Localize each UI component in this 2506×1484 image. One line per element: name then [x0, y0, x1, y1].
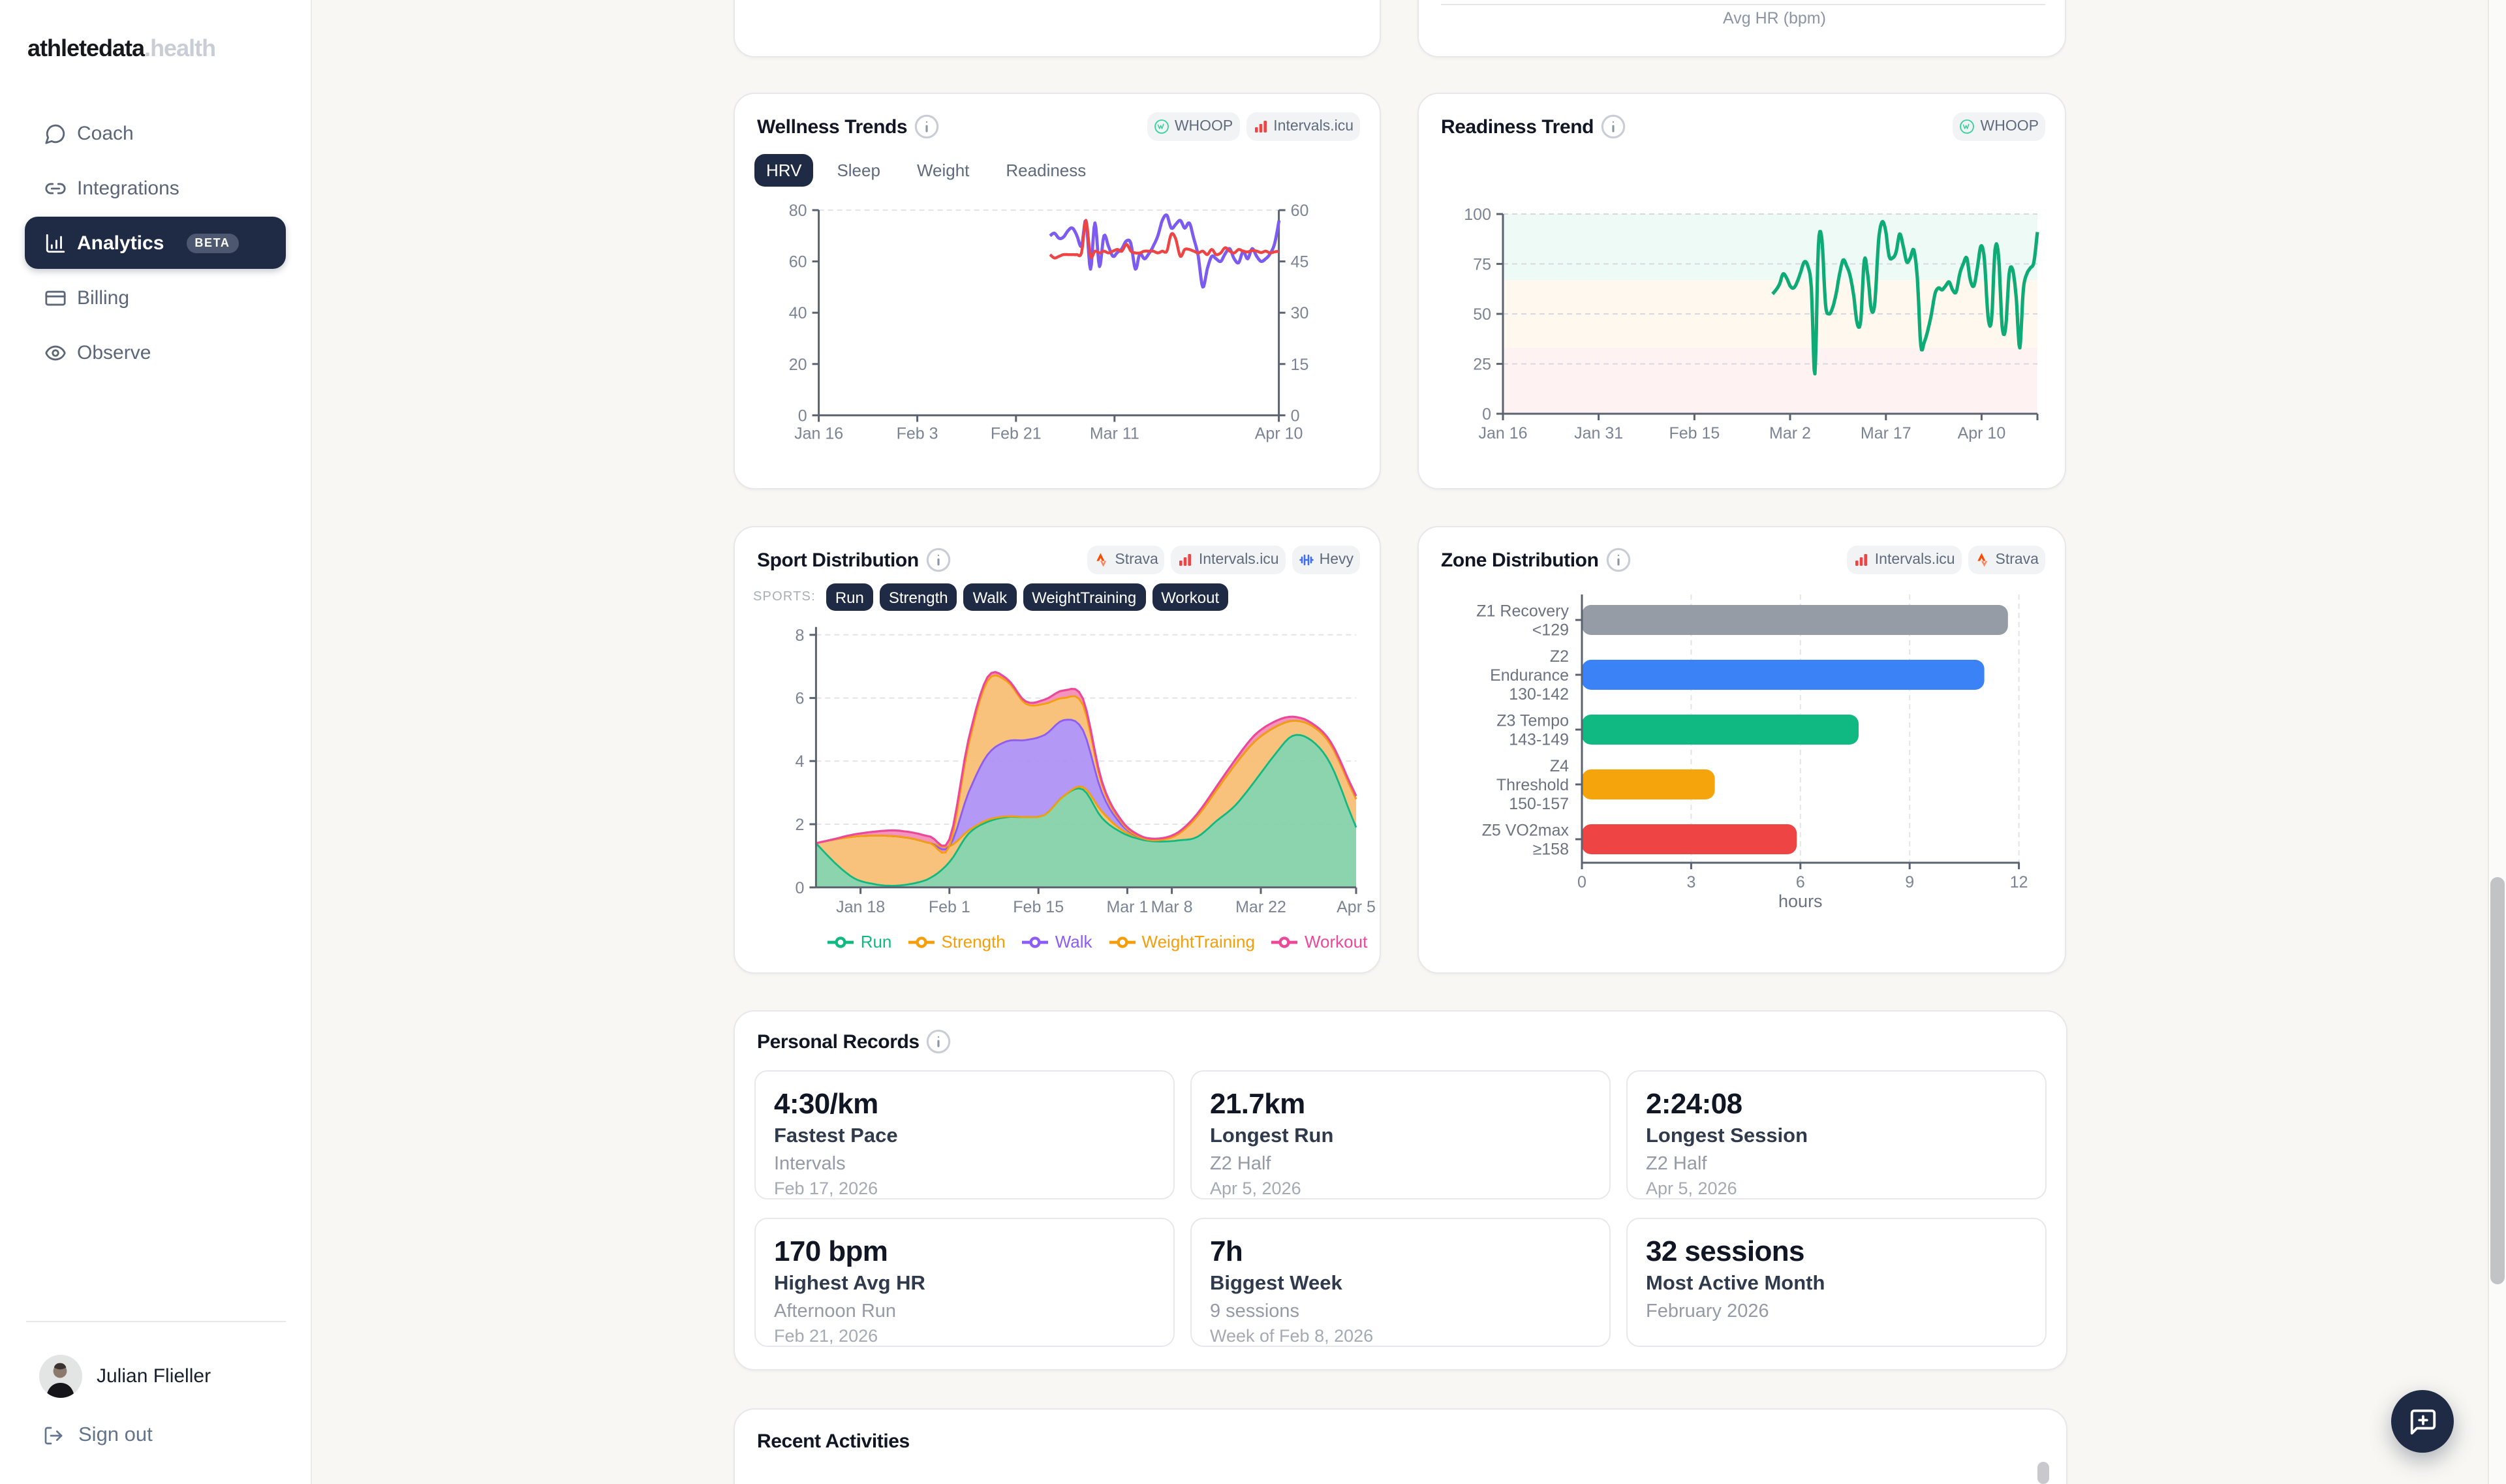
svg-text:50: 50 [1473, 305, 1491, 324]
svg-text:15: 15 [1291, 356, 1309, 374]
svg-text:Feb 1: Feb 1 [929, 898, 970, 916]
svg-text:Feb 21: Feb 21 [991, 424, 1042, 442]
svg-text:0: 0 [798, 407, 807, 425]
svg-text:9: 9 [1905, 873, 1914, 891]
svg-text:60: 60 [1291, 202, 1309, 220]
svg-text:75: 75 [1473, 256, 1491, 274]
svg-text:Z5 VO2max: Z5 VO2max [1482, 821, 1570, 839]
svg-text:143-149: 143-149 [1509, 731, 1569, 749]
svg-text:Endurance: Endurance [1490, 666, 1569, 685]
svg-text:Apr 5: Apr 5 [1337, 898, 1376, 916]
svg-text:0: 0 [795, 879, 804, 897]
svg-text:Apr 10: Apr 10 [1958, 424, 2006, 442]
svg-text:Apr 10: Apr 10 [1255, 424, 1303, 442]
svg-text:0: 0 [1482, 405, 1491, 424]
svg-text:Jan 16: Jan 16 [794, 424, 843, 442]
svg-text:25: 25 [1473, 355, 1491, 373]
svg-text:60: 60 [789, 253, 807, 271]
svg-text:Threshold: Threshold [1496, 776, 1569, 794]
svg-text:Z3 Tempo: Z3 Tempo [1496, 711, 1569, 730]
svg-text:0: 0 [1577, 873, 1586, 891]
svg-text:Feb 3: Feb 3 [897, 424, 938, 442]
svg-text:130-142: 130-142 [1509, 685, 1569, 703]
svg-text:Z1 Recovery: Z1 Recovery [1476, 602, 1569, 620]
svg-text:Z2: Z2 [1550, 647, 1569, 666]
svg-text:3: 3 [1686, 873, 1695, 891]
svg-text:Mar 8: Mar 8 [1151, 898, 1193, 916]
svg-text:<129: <129 [1532, 621, 1569, 640]
svg-text:40: 40 [789, 304, 807, 322]
svg-text:≥158: ≥158 [1533, 841, 1569, 859]
svg-text:Z4: Z4 [1550, 757, 1569, 775]
svg-text:Jan 18: Jan 18 [836, 898, 885, 916]
svg-text:0: 0 [1291, 407, 1300, 425]
svg-text:80: 80 [789, 202, 807, 220]
svg-text:Jan 16: Jan 16 [1478, 424, 1527, 442]
svg-text:8: 8 [795, 626, 804, 645]
svg-text:100: 100 [1464, 206, 1491, 224]
svg-text:12: 12 [2010, 873, 2028, 891]
svg-text:hours: hours [1778, 891, 1823, 911]
svg-text:2: 2 [795, 816, 804, 834]
svg-text:6: 6 [1796, 873, 1805, 891]
svg-text:Jan 31: Jan 31 [1574, 424, 1623, 442]
svg-text:Mar 2: Mar 2 [1769, 424, 1811, 442]
svg-text:Mar 1: Mar 1 [1106, 898, 1148, 916]
svg-text:150-157: 150-157 [1509, 795, 1569, 813]
svg-text:Mar 17: Mar 17 [1861, 424, 1911, 442]
svg-text:30: 30 [1291, 304, 1309, 322]
svg-text:6: 6 [795, 690, 804, 708]
svg-text:Mar 22: Mar 22 [1235, 898, 1286, 916]
svg-text:Feb 15: Feb 15 [1013, 898, 1064, 916]
svg-text:20: 20 [789, 356, 807, 374]
svg-text:4: 4 [795, 752, 804, 771]
svg-text:45: 45 [1291, 253, 1309, 271]
svg-text:Feb 15: Feb 15 [1669, 424, 1720, 442]
svg-text:Mar 11: Mar 11 [1090, 424, 1139, 442]
